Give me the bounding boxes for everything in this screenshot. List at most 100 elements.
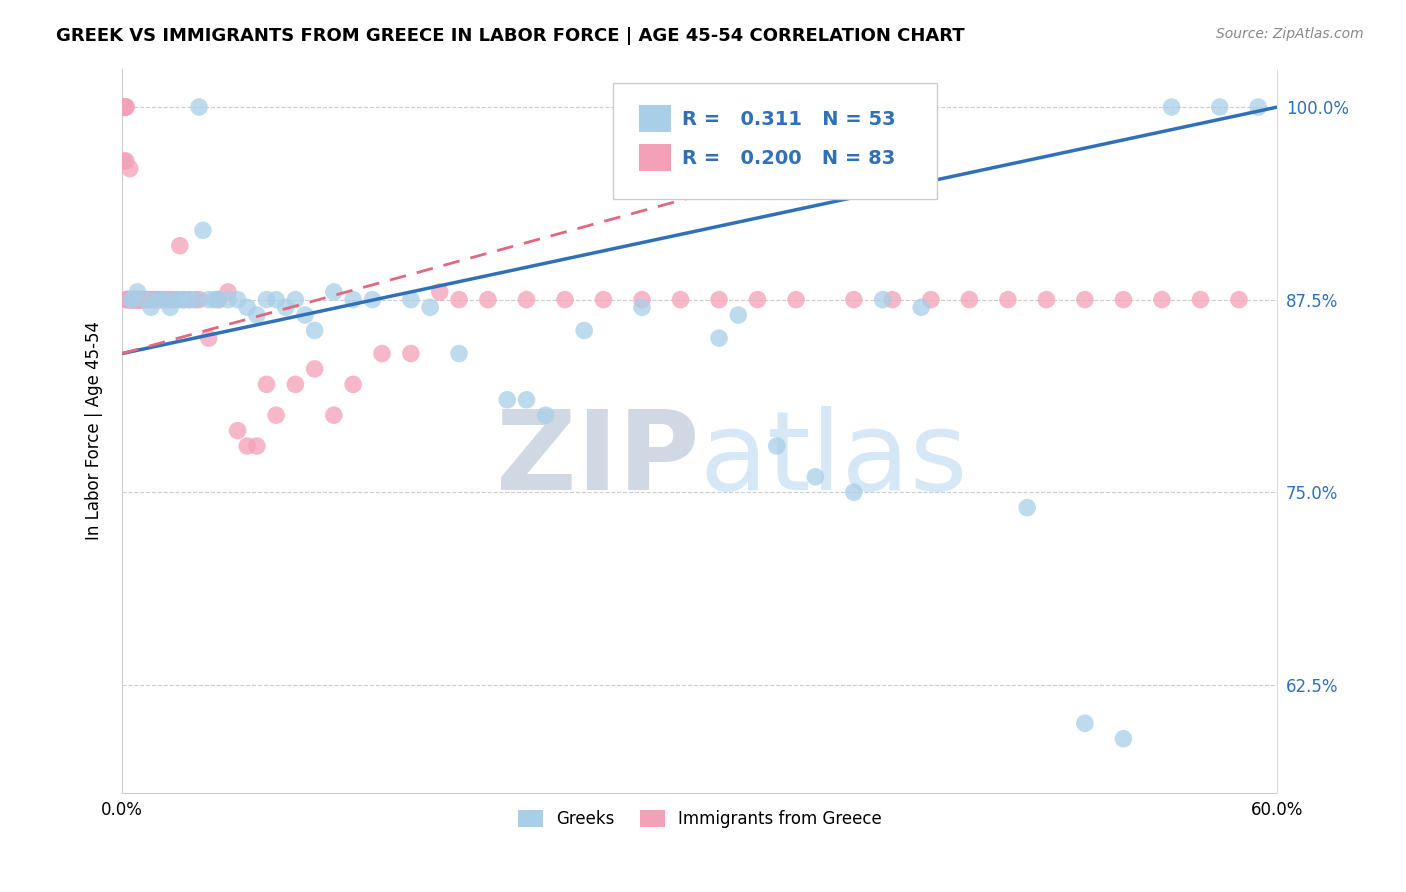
Point [304, 323, 326, 337]
Point [128, 293, 150, 307]
Point [765, 439, 787, 453]
Point [1035, 293, 1057, 307]
Point [127, 293, 149, 307]
Point [1074, 716, 1097, 731]
Point [153, 293, 176, 307]
Point [127, 293, 149, 307]
Point [207, 293, 229, 307]
Point [197, 293, 219, 307]
Point [115, 100, 138, 114]
Point [304, 362, 326, 376]
Point [342, 293, 364, 307]
Legend: Greeks, Immigrants from Greece: Greeks, Immigrants from Greece [512, 804, 889, 835]
Point [191, 223, 214, 237]
Point [1017, 500, 1039, 515]
Point [143, 293, 166, 307]
Text: ZIP: ZIP [496, 406, 700, 513]
Point [747, 293, 769, 307]
Text: R =   0.200   N = 83: R = 0.200 N = 83 [682, 149, 896, 168]
Point [134, 293, 156, 307]
Point [419, 301, 441, 315]
Point [127, 285, 149, 299]
Point [447, 293, 470, 307]
Point [112, 100, 135, 114]
Point [132, 293, 155, 307]
Point [429, 285, 451, 299]
Point [184, 293, 207, 307]
FancyBboxPatch shape [638, 104, 671, 132]
Point [165, 293, 187, 307]
Point [148, 293, 170, 307]
Point [842, 485, 865, 500]
Point [118, 293, 141, 307]
Point [136, 293, 159, 307]
Point [112, 153, 135, 168]
Point [554, 293, 576, 307]
Text: R =   0.311   N = 53: R = 0.311 N = 53 [682, 110, 896, 128]
Point [1112, 293, 1135, 307]
Point [124, 293, 146, 307]
Point [115, 153, 138, 168]
Point [226, 424, 249, 438]
Point [131, 293, 153, 307]
Point [342, 377, 364, 392]
Point [121, 293, 143, 307]
Point [910, 301, 932, 315]
Point [217, 293, 239, 307]
Point [371, 346, 394, 360]
Point [165, 293, 187, 307]
Point [204, 293, 226, 307]
Point [264, 293, 287, 307]
Point [145, 293, 167, 307]
Point [707, 293, 730, 307]
Point [197, 331, 219, 345]
Point [149, 293, 172, 307]
Text: Source: ZipAtlas.com: Source: ZipAtlas.com [1216, 27, 1364, 41]
Point [124, 293, 146, 307]
Point [1189, 293, 1212, 307]
Point [1227, 293, 1250, 307]
Point [149, 293, 172, 307]
Point [173, 293, 195, 307]
Point [785, 293, 807, 307]
Point [727, 308, 749, 322]
Point [246, 439, 269, 453]
Point [361, 293, 384, 307]
Point [515, 293, 537, 307]
Point [256, 377, 278, 392]
Point [134, 293, 156, 307]
Point [179, 293, 201, 307]
Point [139, 301, 162, 315]
Point [173, 293, 195, 307]
Point [515, 392, 537, 407]
Point [207, 293, 229, 307]
Point [1150, 293, 1173, 307]
Point [957, 293, 980, 307]
Point [631, 293, 654, 307]
Point [139, 293, 162, 307]
Point [1247, 100, 1270, 114]
Y-axis label: In Labor Force | Age 45-54: In Labor Force | Age 45-54 [86, 321, 103, 540]
Point [188, 293, 211, 307]
Point [112, 100, 135, 114]
Point [118, 161, 141, 176]
Point [153, 293, 176, 307]
Point [264, 408, 287, 422]
Point [842, 293, 865, 307]
Point [274, 301, 297, 315]
FancyBboxPatch shape [638, 144, 671, 171]
Point [121, 293, 143, 307]
Point [1160, 100, 1182, 114]
Point [226, 293, 249, 307]
Point [920, 293, 942, 307]
Point [997, 293, 1019, 307]
Point [145, 293, 167, 307]
Point [882, 293, 904, 307]
Point [1112, 731, 1135, 746]
Point [872, 293, 894, 307]
Point [399, 346, 422, 360]
Point [256, 293, 278, 307]
Point [322, 408, 344, 422]
Point [236, 439, 259, 453]
Point [188, 100, 211, 114]
